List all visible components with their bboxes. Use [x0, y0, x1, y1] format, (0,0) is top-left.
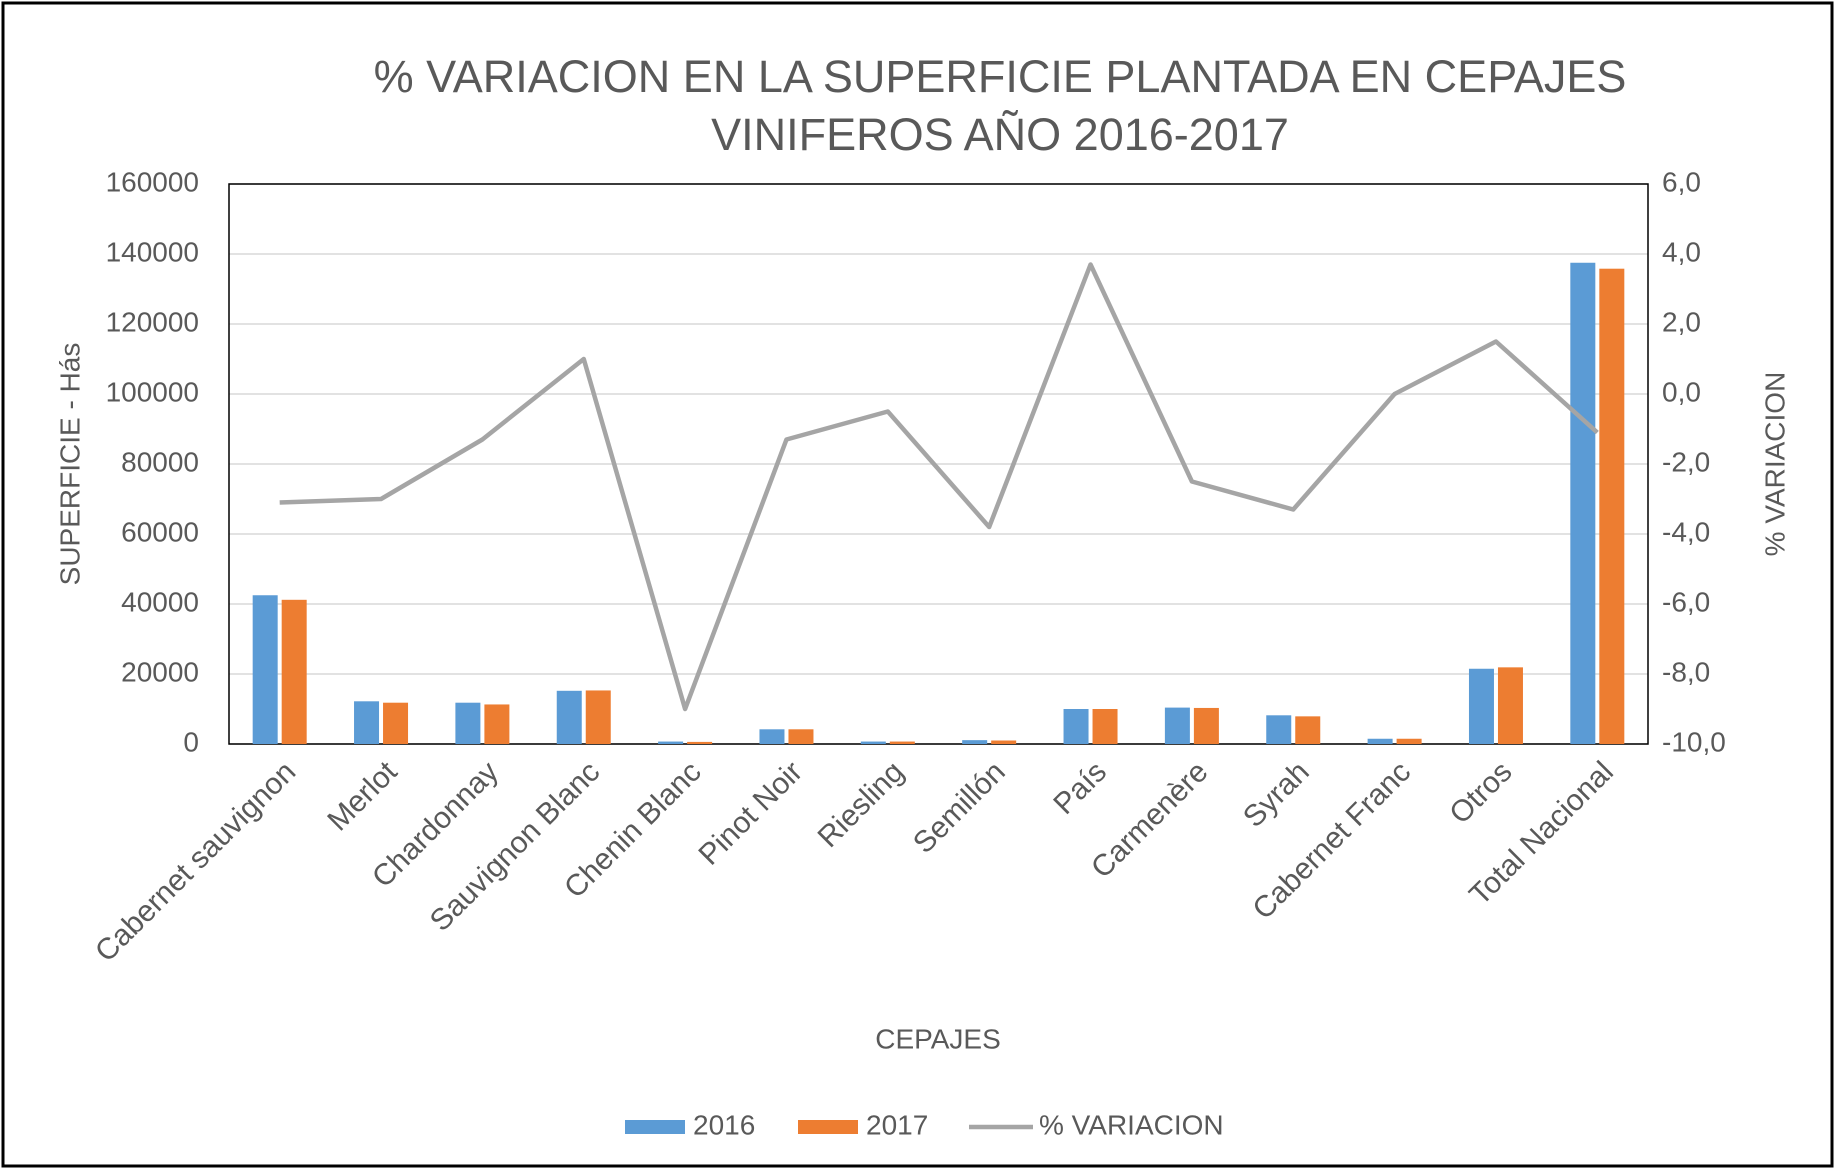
chart-title: % VARIACION EN LA SUPERFICIE PLANTADA EN… [374, 51, 1627, 102]
bar [556, 690, 582, 744]
y-tick-label: 100000 [106, 376, 199, 407]
y-tick-label: 0 [183, 726, 199, 757]
y-tick-label: 140000 [106, 236, 199, 267]
y2-tick-label: 4,0 [1662, 236, 1701, 267]
bar [252, 595, 278, 744]
y2-tick-label: -10,0 [1662, 726, 1726, 757]
y2-tick-label: 6,0 [1662, 166, 1701, 197]
bar [1367, 738, 1393, 744]
x-axis-label: CEPAJES [875, 1023, 1001, 1054]
plot-frame [228, 183, 1649, 745]
y2-axis-label: % VARIACION [1759, 372, 1790, 557]
y2-tick-label: -8,0 [1662, 656, 1710, 687]
bar [962, 740, 988, 744]
bar [788, 729, 814, 744]
bar [991, 740, 1017, 744]
bar [585, 690, 611, 744]
bar [484, 704, 510, 744]
y-tick-label: 40000 [121, 586, 199, 617]
legend-swatch [798, 1120, 858, 1134]
bar [1295, 716, 1321, 744]
bar [759, 729, 785, 744]
legend-label: 2016 [693, 1109, 755, 1140]
bar [1266, 715, 1292, 744]
bar [658, 741, 684, 744]
y-tick-label: 60000 [121, 516, 199, 547]
y-axis-label: SUPERFICIE - Hás [54, 343, 85, 586]
bar [1468, 668, 1494, 744]
bar [1164, 707, 1190, 744]
legend-label: 2017 [866, 1109, 928, 1140]
bar [687, 741, 713, 744]
chart-title: VINIFEROS AÑO 2016-2017 [711, 109, 1289, 160]
bar [1599, 268, 1625, 744]
bar [860, 741, 886, 744]
y2-tick-label: -2,0 [1662, 446, 1710, 477]
legend-label: % VARIACION [1039, 1109, 1224, 1140]
line [279, 262, 1599, 712]
bar [1092, 709, 1118, 744]
bar [1063, 709, 1089, 744]
y-tick-label: 160000 [106, 166, 199, 197]
bar [1396, 738, 1422, 744]
bar [1497, 667, 1523, 744]
y2-tick-label: 0,0 [1662, 376, 1701, 407]
bar [1193, 707, 1219, 744]
y-tick-label: 20000 [121, 656, 199, 687]
bar [889, 741, 915, 744]
bar [281, 599, 307, 744]
bar [383, 702, 409, 744]
bar [1570, 262, 1596, 744]
y2-tick-label: 2,0 [1662, 306, 1701, 337]
bar [455, 702, 481, 744]
y-tick-label: 80000 [121, 446, 199, 477]
y-tick-label: 120000 [106, 306, 199, 337]
legend-swatch [625, 1120, 685, 1134]
y2-tick-label: -6,0 [1662, 586, 1710, 617]
bar [354, 701, 380, 744]
y2-tick-label: -4,0 [1662, 516, 1710, 547]
